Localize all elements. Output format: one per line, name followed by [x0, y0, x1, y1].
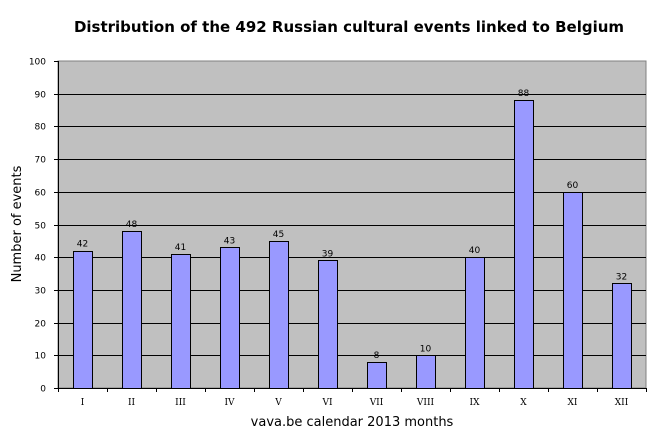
x-tick-label: VIII [416, 398, 435, 408]
data-label: 43 [224, 236, 235, 246]
y-tick-label: 90 [35, 91, 47, 101]
bar [612, 283, 632, 389]
data-label: 88 [518, 89, 530, 99]
y-tick-label: 10 [35, 352, 47, 362]
bar [367, 362, 387, 389]
bar [514, 100, 534, 389]
x-tick-label: III [175, 398, 186, 408]
bar [318, 260, 338, 389]
bar [171, 254, 191, 389]
bar [122, 231, 142, 389]
data-label: 41 [175, 243, 186, 253]
bar [416, 355, 436, 389]
bar [73, 251, 93, 389]
data-label: 40 [469, 246, 481, 256]
data-label: 42 [77, 240, 88, 250]
x-tick-label: VI [321, 398, 332, 408]
bar [563, 192, 583, 389]
data-label: 10 [420, 344, 432, 354]
y-tick-label: 0 [40, 385, 46, 395]
x-tick-label: IX [470, 398, 481, 408]
bar [269, 241, 289, 389]
x-tick-label: I [81, 398, 85, 408]
x-tick-label: XI [568, 398, 578, 408]
bar [465, 257, 485, 389]
data-label: 60 [567, 181, 579, 191]
y-tick-label: 70 [35, 156, 47, 166]
x-tick-label: V [274, 398, 282, 408]
x-tick-label: II [128, 398, 136, 408]
x-tick-label: VII [369, 398, 384, 408]
data-label: 39 [322, 249, 334, 259]
y-tick-label: 80 [35, 123, 47, 133]
x-tick-label: X [520, 398, 527, 408]
y-tick-label: 60 [35, 189, 47, 199]
y-tick-label: 100 [29, 58, 46, 68]
data-label: 32 [616, 272, 627, 282]
y-tick-label: 40 [35, 254, 47, 264]
y-tick-label: 50 [35, 222, 47, 232]
plot-area [57, 60, 647, 389]
data-label: 45 [273, 230, 284, 240]
bar [220, 247, 240, 389]
y-axis-label: Number of events [10, 165, 25, 282]
y-tick-label: 20 [35, 320, 47, 330]
x-tick-label: XII [615, 398, 629, 408]
y-tick-label: 30 [35, 287, 47, 297]
data-label: 48 [126, 220, 138, 230]
x-tick-label: IV [224, 398, 235, 408]
data-label: 8 [374, 351, 380, 361]
x-axis-label: vava.be calendar 2013 months [251, 415, 454, 430]
chart-title: Distribution of the 492 Russian cultural… [74, 18, 624, 36]
